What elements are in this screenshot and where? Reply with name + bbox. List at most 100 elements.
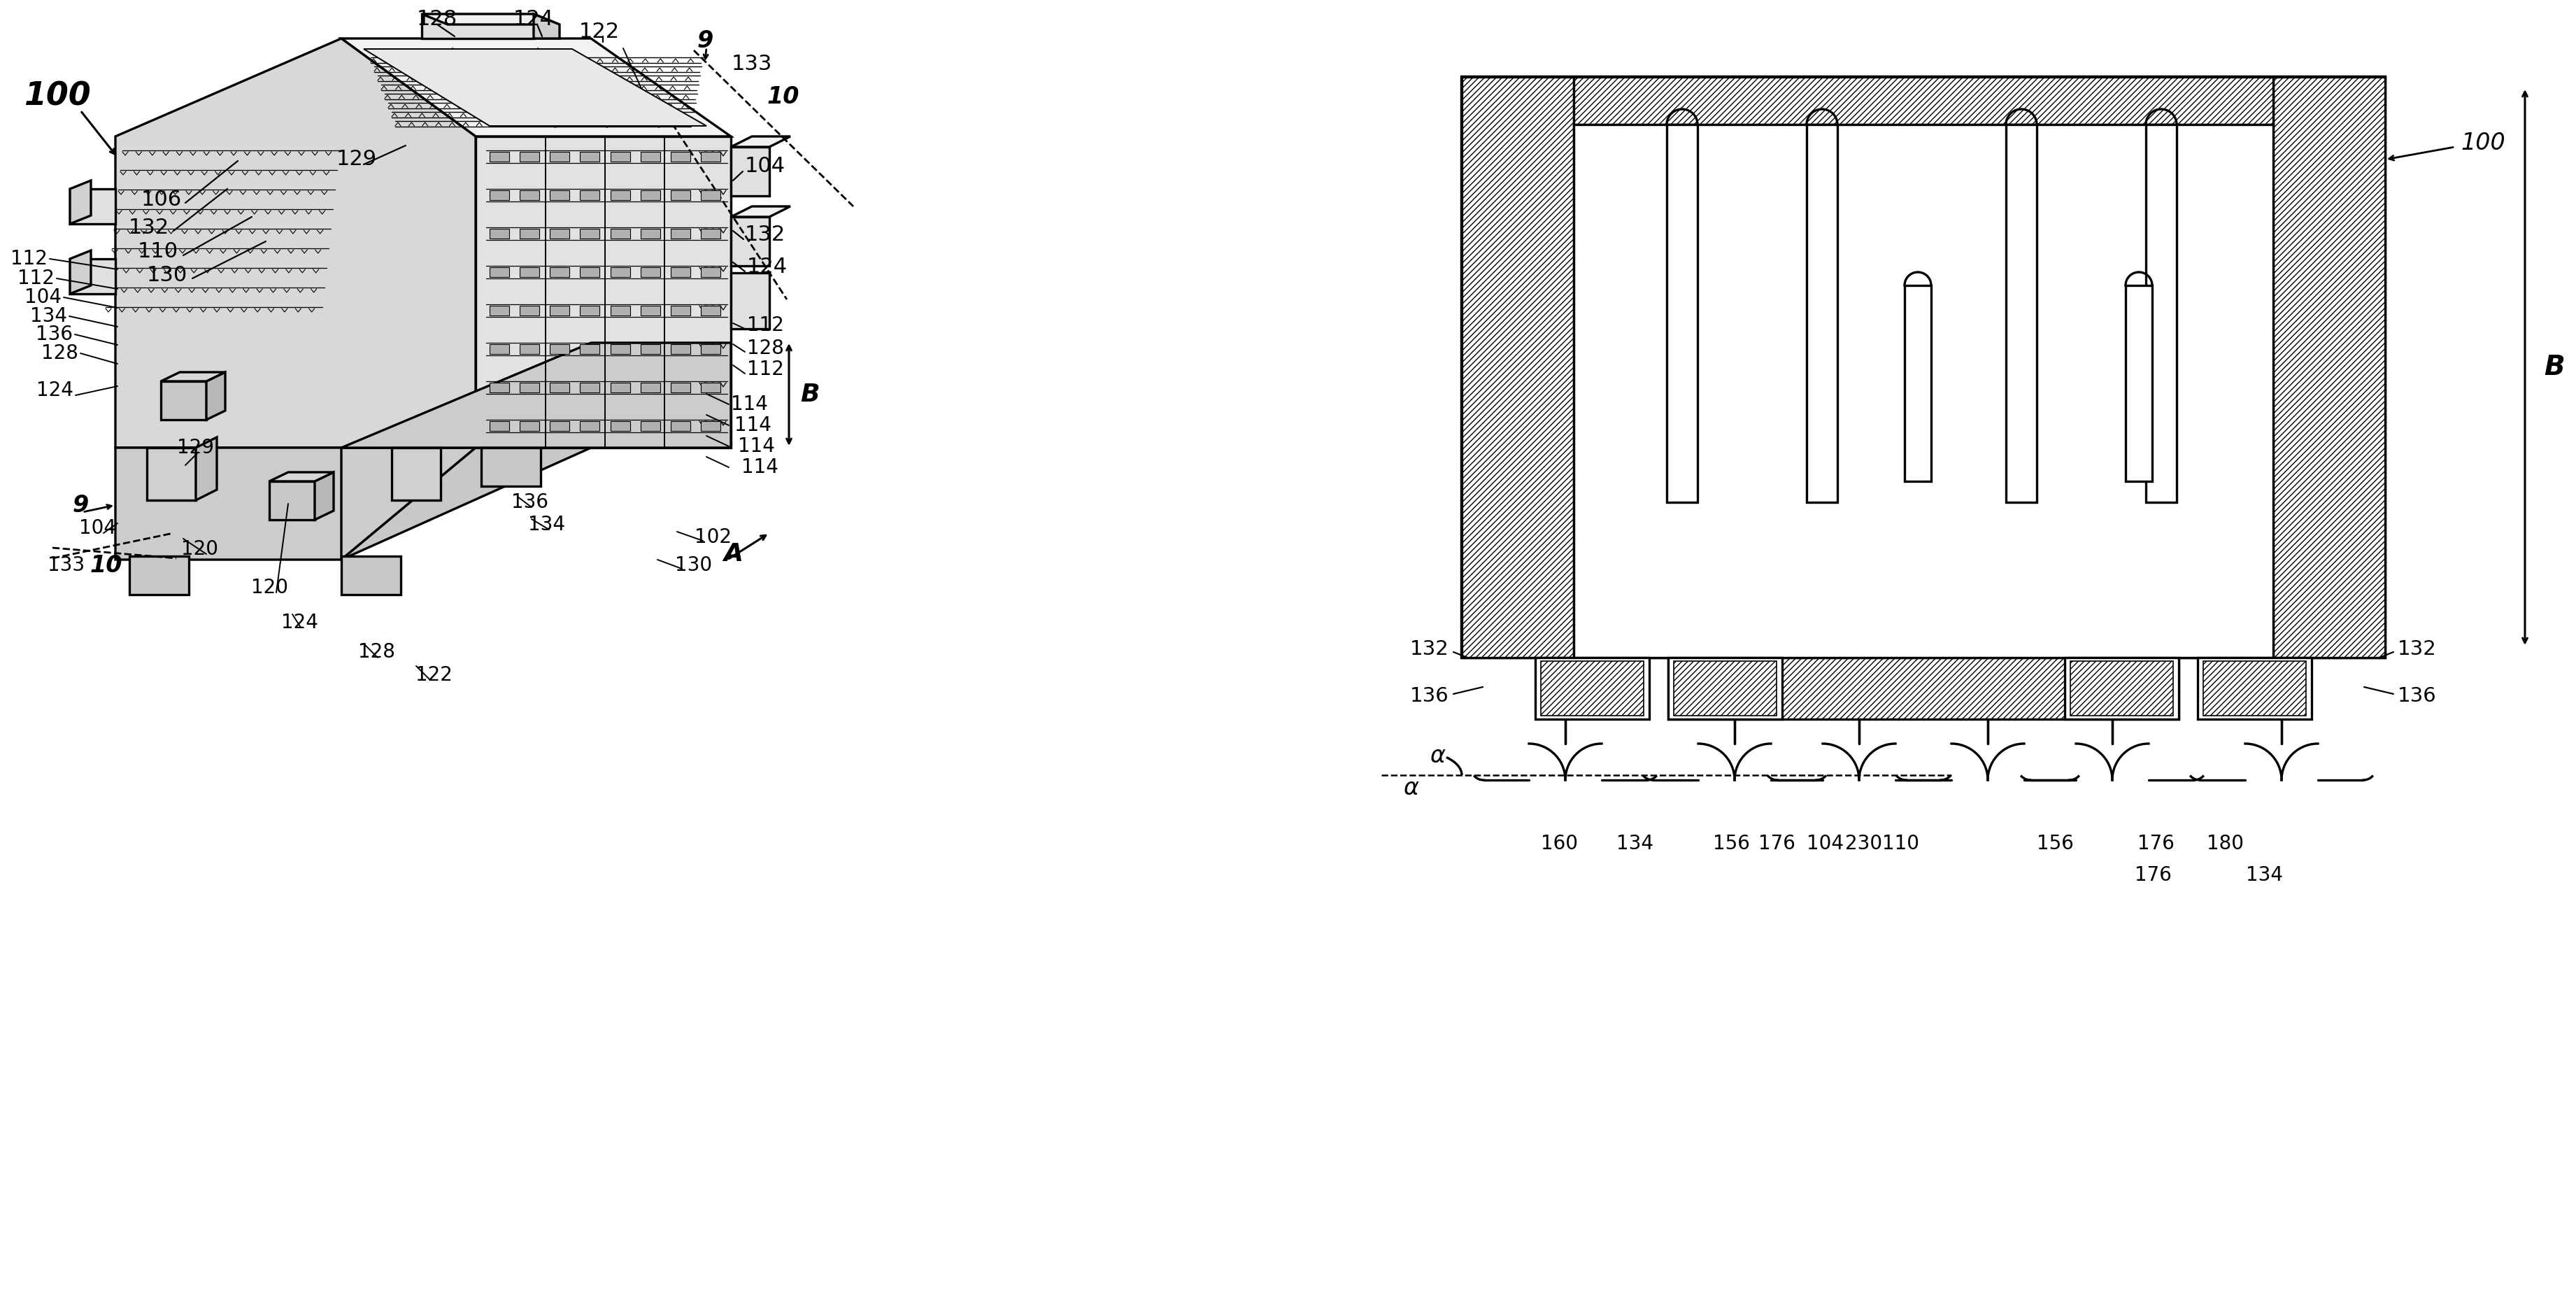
Polygon shape [489,421,510,430]
Text: 106: 106 [142,189,183,210]
Polygon shape [489,344,510,353]
Polygon shape [701,190,721,200]
Text: 112: 112 [10,249,46,269]
Polygon shape [1574,77,2272,124]
Polygon shape [701,344,721,353]
Polygon shape [533,14,559,39]
Polygon shape [1574,124,2272,657]
Text: 128: 128 [358,642,394,662]
Polygon shape [580,382,600,393]
Text: 128: 128 [747,339,783,359]
Text: 128: 128 [417,9,459,30]
Polygon shape [732,206,791,216]
Text: 156: 156 [2038,833,2074,854]
Polygon shape [670,305,690,316]
Polygon shape [549,344,569,353]
Polygon shape [641,228,659,239]
Text: 122: 122 [415,665,453,685]
Polygon shape [520,421,538,430]
Polygon shape [520,305,538,316]
Polygon shape [1667,124,1698,502]
Polygon shape [489,228,510,239]
Text: 136: 136 [1409,686,1450,705]
Polygon shape [116,447,477,559]
Polygon shape [701,382,721,393]
Polygon shape [520,228,538,239]
Text: 132: 132 [1409,639,1450,659]
Text: 134: 134 [31,306,67,326]
Polygon shape [422,14,533,39]
Text: 176: 176 [2138,833,2174,854]
Polygon shape [1806,124,1837,502]
Text: 136: 136 [2398,686,2437,705]
Text: 100: 100 [2460,132,2506,155]
Polygon shape [701,228,721,239]
Polygon shape [1461,77,2385,657]
Text: 112: 112 [747,360,783,379]
Polygon shape [670,228,690,239]
Polygon shape [580,228,600,239]
Polygon shape [1669,657,1783,720]
Text: 230: 230 [1844,833,1883,854]
Polygon shape [116,343,732,559]
Polygon shape [549,382,569,393]
Text: 133: 133 [49,556,85,575]
Polygon shape [489,267,510,276]
Polygon shape [2197,657,2311,720]
Polygon shape [701,421,721,430]
Text: 156: 156 [1713,833,1749,854]
Text: 114: 114 [732,395,768,415]
Polygon shape [732,273,770,329]
Text: 160: 160 [1540,833,1579,854]
Polygon shape [482,447,541,486]
Polygon shape [549,267,569,276]
Polygon shape [2125,286,2151,481]
Text: 134: 134 [528,515,567,535]
Polygon shape [732,216,770,266]
Text: 9: 9 [698,29,714,52]
Polygon shape [363,50,706,126]
Text: 114: 114 [734,416,770,436]
Text: 132: 132 [744,224,786,245]
Polygon shape [489,305,510,316]
Text: 136: 136 [513,493,549,512]
Text: 100: 100 [23,81,90,112]
Polygon shape [270,481,314,520]
Text: 134: 134 [2246,866,2282,885]
Polygon shape [580,267,600,276]
Polygon shape [70,189,116,224]
Polygon shape [392,447,440,501]
Polygon shape [701,267,721,276]
Polygon shape [1540,661,1643,716]
Text: 102: 102 [696,528,732,548]
Polygon shape [670,267,690,276]
Polygon shape [580,421,600,430]
Polygon shape [422,14,559,25]
Polygon shape [160,372,224,381]
Text: 10: 10 [90,554,124,576]
Polygon shape [489,382,510,393]
Polygon shape [147,447,196,501]
Polygon shape [732,147,770,196]
Polygon shape [314,472,335,520]
Text: 110: 110 [1883,833,1919,854]
Text: 112: 112 [18,269,54,288]
Polygon shape [2007,124,2038,502]
Polygon shape [2146,124,2177,502]
Polygon shape [670,344,690,353]
Polygon shape [196,437,216,501]
Text: 104: 104 [26,287,62,308]
Polygon shape [489,151,510,162]
Polygon shape [270,472,335,481]
Text: 134: 134 [1618,833,1654,854]
Polygon shape [611,421,631,430]
Polygon shape [520,382,538,393]
Polygon shape [549,151,569,162]
Polygon shape [611,151,631,162]
Text: 124: 124 [747,257,788,278]
Polygon shape [549,228,569,239]
Text: 122: 122 [580,21,621,42]
Polygon shape [732,137,791,147]
Polygon shape [641,305,659,316]
Text: 133: 133 [732,55,773,74]
